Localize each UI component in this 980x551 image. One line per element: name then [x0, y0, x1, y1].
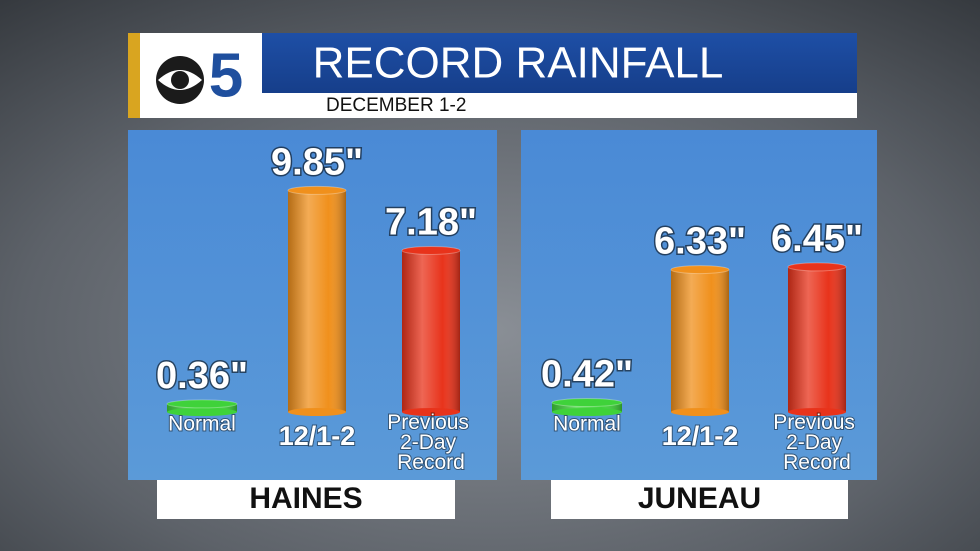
bar-top	[787, 262, 847, 272]
value-label: 6.33"	[654, 221, 746, 263]
value-label: 9.85"	[271, 141, 363, 183]
cbs-eye	[156, 56, 204, 104]
bar-shading	[552, 402, 622, 412]
bar-base	[788, 408, 846, 416]
bar-shading	[671, 269, 729, 412]
subtitle: DECEMBER 1-2	[326, 95, 466, 116]
accent-bar	[128, 33, 140, 118]
place-name: JUNEAU	[638, 482, 761, 515]
charts: HAINES 0.36" Normal 9.85" 12/1-2 7.18" Previou…	[128, 130, 877, 519]
bar-base	[402, 408, 460, 416]
bar-shading	[788, 266, 846, 412]
place-name: HAINES	[249, 482, 362, 515]
value-label: 0.42"	[541, 354, 633, 396]
value-label: 6.45"	[771, 218, 863, 260]
bar-top	[287, 185, 347, 195]
bar-shading	[167, 403, 237, 412]
value-label: 7.18"	[385, 201, 477, 243]
subtitle-strip	[262, 93, 857, 118]
bar-top	[670, 265, 730, 275]
category-label: Normal	[168, 413, 236, 436]
title: RECORD RAINFALL	[313, 39, 724, 88]
category-label: Normal	[553, 413, 621, 436]
bar-base	[671, 408, 729, 416]
place-box	[551, 480, 848, 519]
category-label: Previous 2-Day Record	[387, 411, 475, 474]
category-label: 12/1-2	[279, 421, 356, 451]
logo-number: 5	[209, 41, 243, 110]
bar-top	[401, 245, 461, 255]
category-label: Previous 2-Day Record	[773, 411, 861, 474]
bar-top	[551, 398, 623, 408]
title-banner	[262, 33, 857, 93]
bar-base	[552, 408, 622, 416]
category-label: 12/1-2	[662, 421, 739, 451]
place-box	[157, 480, 455, 519]
bar-base	[288, 408, 346, 416]
bar-base	[167, 408, 237, 416]
bar-shading	[402, 250, 460, 412]
bar-top	[166, 399, 238, 409]
bar-shading	[288, 190, 346, 412]
value-label: 0.36"	[156, 355, 248, 397]
